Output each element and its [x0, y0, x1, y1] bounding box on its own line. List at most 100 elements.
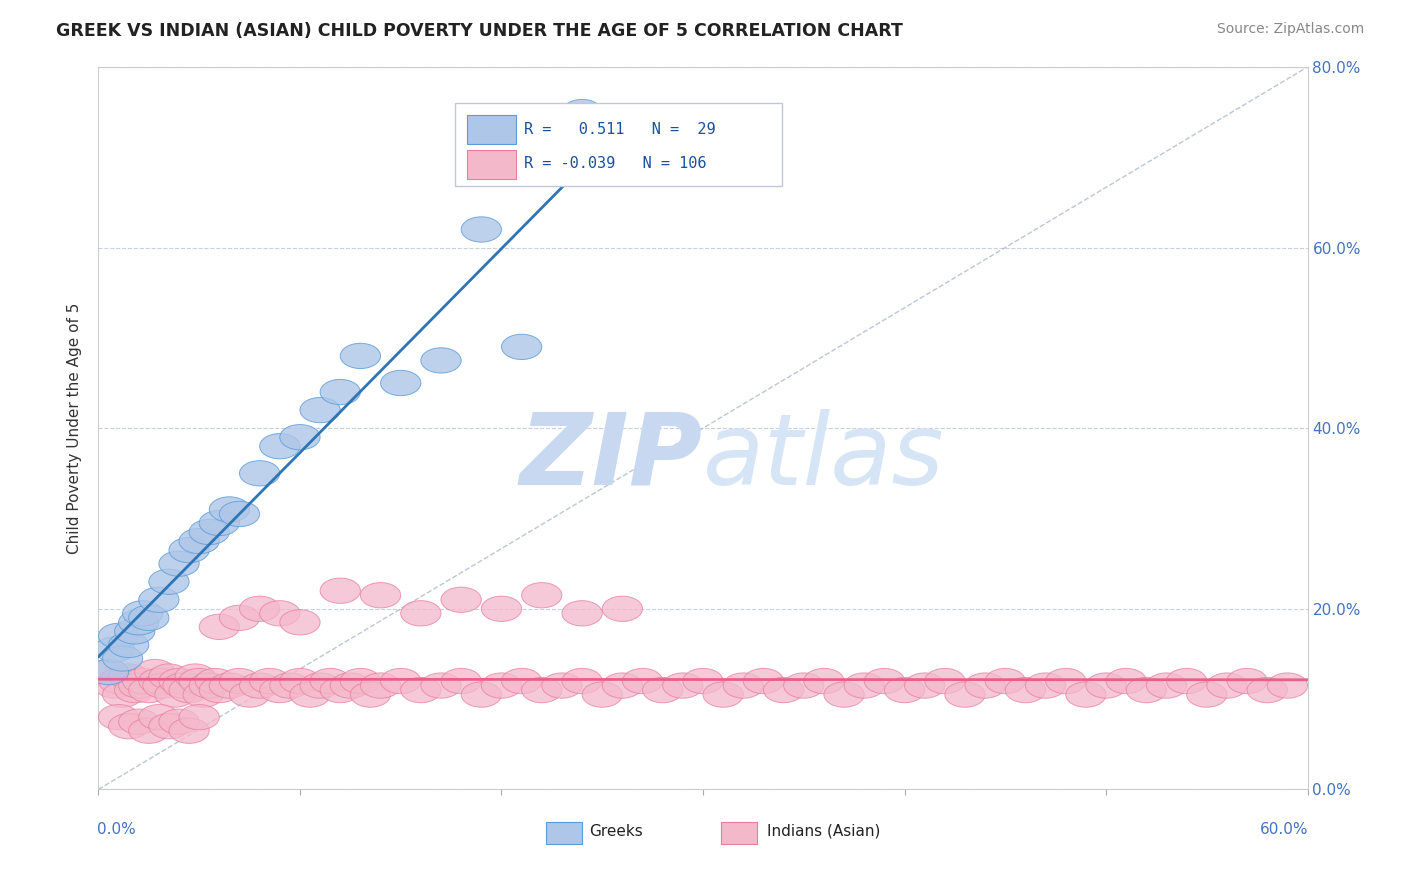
Ellipse shape: [163, 673, 204, 698]
Ellipse shape: [683, 668, 723, 694]
Ellipse shape: [360, 582, 401, 607]
Ellipse shape: [195, 668, 235, 694]
Text: ZIP: ZIP: [520, 409, 703, 506]
Ellipse shape: [219, 668, 260, 694]
Ellipse shape: [1107, 668, 1146, 694]
Ellipse shape: [239, 673, 280, 698]
Ellipse shape: [98, 624, 139, 648]
Text: Source: ZipAtlas.com: Source: ZipAtlas.com: [1216, 22, 1364, 37]
Ellipse shape: [1126, 677, 1167, 703]
Ellipse shape: [155, 682, 195, 707]
Ellipse shape: [330, 673, 371, 698]
Ellipse shape: [986, 668, 1025, 694]
Ellipse shape: [290, 682, 330, 707]
Ellipse shape: [420, 673, 461, 698]
Ellipse shape: [280, 425, 321, 450]
Ellipse shape: [763, 677, 804, 703]
Ellipse shape: [122, 668, 163, 694]
Ellipse shape: [260, 677, 299, 703]
Ellipse shape: [299, 398, 340, 423]
Ellipse shape: [662, 673, 703, 698]
Ellipse shape: [541, 673, 582, 698]
Ellipse shape: [602, 673, 643, 698]
Ellipse shape: [522, 677, 562, 703]
Ellipse shape: [461, 682, 502, 707]
Ellipse shape: [270, 673, 311, 698]
Ellipse shape: [190, 519, 229, 545]
Ellipse shape: [1066, 682, 1107, 707]
Ellipse shape: [280, 668, 321, 694]
Ellipse shape: [149, 664, 190, 690]
Ellipse shape: [114, 619, 155, 644]
Ellipse shape: [219, 501, 260, 526]
Ellipse shape: [824, 682, 865, 707]
Ellipse shape: [321, 677, 360, 703]
Ellipse shape: [209, 497, 250, 522]
Ellipse shape: [239, 596, 280, 622]
Ellipse shape: [340, 343, 381, 368]
Ellipse shape: [129, 718, 169, 743]
Ellipse shape: [135, 659, 174, 685]
Ellipse shape: [98, 668, 139, 694]
Ellipse shape: [103, 682, 143, 707]
Text: GREEK VS INDIAN (ASIAN) CHILD POVERTY UNDER THE AGE OF 5 CORRELATION CHART: GREEK VS INDIAN (ASIAN) CHILD POVERTY UN…: [56, 22, 903, 40]
Text: Indians (Asian): Indians (Asian): [768, 824, 880, 838]
Ellipse shape: [925, 668, 965, 694]
Ellipse shape: [481, 596, 522, 622]
Ellipse shape: [904, 673, 945, 698]
Ellipse shape: [340, 668, 381, 694]
Ellipse shape: [381, 668, 420, 694]
Ellipse shape: [965, 673, 1005, 698]
Ellipse shape: [884, 677, 925, 703]
Ellipse shape: [401, 600, 441, 626]
Ellipse shape: [108, 664, 149, 690]
Ellipse shape: [1005, 677, 1046, 703]
Ellipse shape: [1146, 673, 1187, 698]
Ellipse shape: [118, 709, 159, 734]
Ellipse shape: [122, 600, 163, 626]
Ellipse shape: [149, 714, 190, 739]
Ellipse shape: [562, 99, 602, 125]
Ellipse shape: [582, 682, 623, 707]
Ellipse shape: [108, 714, 149, 739]
Ellipse shape: [723, 673, 763, 698]
Ellipse shape: [804, 668, 844, 694]
Ellipse shape: [129, 677, 169, 703]
Ellipse shape: [179, 528, 219, 554]
Ellipse shape: [260, 600, 299, 626]
Text: R =   0.511   N =  29: R = 0.511 N = 29: [524, 121, 716, 136]
Ellipse shape: [865, 668, 904, 694]
Ellipse shape: [219, 605, 260, 631]
Y-axis label: Child Poverty Under the Age of 5: Child Poverty Under the Age of 5: [67, 302, 83, 554]
Ellipse shape: [420, 348, 461, 373]
Ellipse shape: [401, 677, 441, 703]
Ellipse shape: [260, 434, 299, 458]
Ellipse shape: [108, 632, 149, 657]
Ellipse shape: [94, 637, 135, 662]
Ellipse shape: [1085, 673, 1126, 698]
Ellipse shape: [114, 677, 155, 703]
Ellipse shape: [1167, 668, 1206, 694]
Ellipse shape: [190, 673, 229, 698]
Ellipse shape: [280, 610, 321, 635]
Ellipse shape: [311, 668, 350, 694]
Ellipse shape: [1247, 677, 1288, 703]
Ellipse shape: [1187, 682, 1227, 707]
Ellipse shape: [299, 673, 340, 698]
Ellipse shape: [169, 677, 209, 703]
Ellipse shape: [159, 668, 200, 694]
Ellipse shape: [350, 682, 391, 707]
Ellipse shape: [502, 334, 541, 359]
Ellipse shape: [461, 217, 502, 242]
Ellipse shape: [522, 582, 562, 607]
Ellipse shape: [159, 709, 200, 734]
Ellipse shape: [321, 578, 360, 603]
Ellipse shape: [118, 610, 159, 635]
Ellipse shape: [200, 615, 239, 640]
Ellipse shape: [321, 379, 360, 405]
Ellipse shape: [209, 673, 250, 698]
FancyBboxPatch shape: [456, 103, 782, 186]
Ellipse shape: [159, 551, 200, 576]
Ellipse shape: [360, 673, 401, 698]
Ellipse shape: [623, 668, 662, 694]
